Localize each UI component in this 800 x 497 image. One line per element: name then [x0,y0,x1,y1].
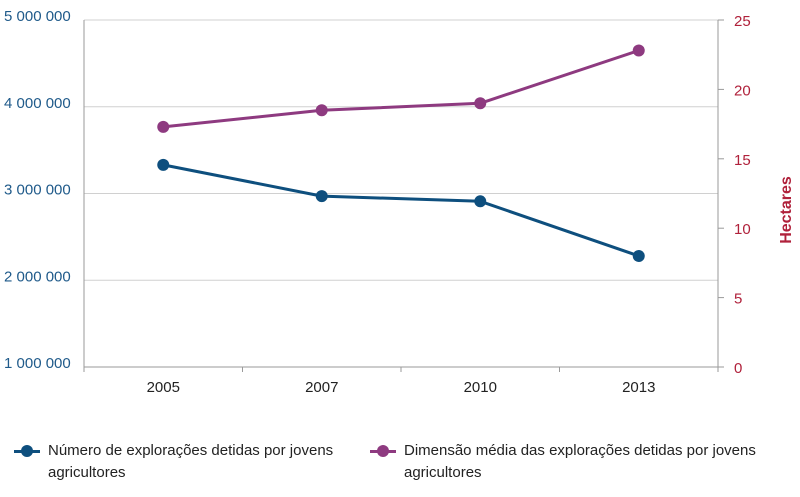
x-tick-label: 2013 [622,379,655,396]
data-point [474,195,487,208]
series-line [163,49,640,129]
data-point [157,158,170,171]
left-tick-label: 1 000 000 [4,355,71,372]
data-point [157,120,170,133]
x-tick-label: 2010 [464,379,497,396]
data-point [315,104,328,117]
x-tick-label: 2005 [147,379,180,396]
x-tick-label: 2007 [305,379,338,396]
data-point [632,249,645,262]
right-tick-label: 10 [734,221,751,238]
right-axis-ticks: 0 5 10 15 20 25 [734,13,751,377]
axes [83,19,724,372]
legend-item-count: Número de explorações detidas por jovens… [14,440,354,484]
right-tick-label: 15 [734,152,751,169]
series-1 [157,44,645,133]
right-tick-label: 25 [734,13,751,30]
data-point [315,190,328,203]
left-axis-ticks: 1 000 000 2 000 000 3 000 000 4 000 000 5 00… [4,8,71,372]
legend-item-size: Dimensão média das explorações detidas p… [370,440,790,484]
data-point [632,44,645,57]
legend-swatch-size [370,444,396,458]
series-0 [157,158,645,262]
left-tick-label: 4 000 000 [4,95,71,112]
gridlines [84,19,718,368]
right-tick-label: 20 [734,82,751,99]
series-group [157,44,645,262]
left-tick-label: 2 000 000 [4,268,71,285]
legend-swatch-count [14,444,40,458]
right-axis-label: Hectares [778,176,795,244]
legend-label-size: Dimensão média das explorações detidas p… [404,442,756,481]
line-chart: 1 000 000 2 000 000 3 000 000 4 000 000 5 00… [4,8,795,396]
legend-label-count: Número de explorações detidas por jovens… [48,442,334,481]
x-axis-ticks: 2005 2007 2010 2013 [147,379,656,396]
legend: Número de explorações detidas por jovens… [0,440,800,497]
left-tick-label: 5 000 000 [4,8,71,25]
right-tick-label: 0 [734,360,742,377]
data-point [474,97,487,110]
series-line [162,163,640,258]
left-tick-label: 3 000 000 [4,182,71,199]
right-tick-label: 5 [734,291,742,308]
